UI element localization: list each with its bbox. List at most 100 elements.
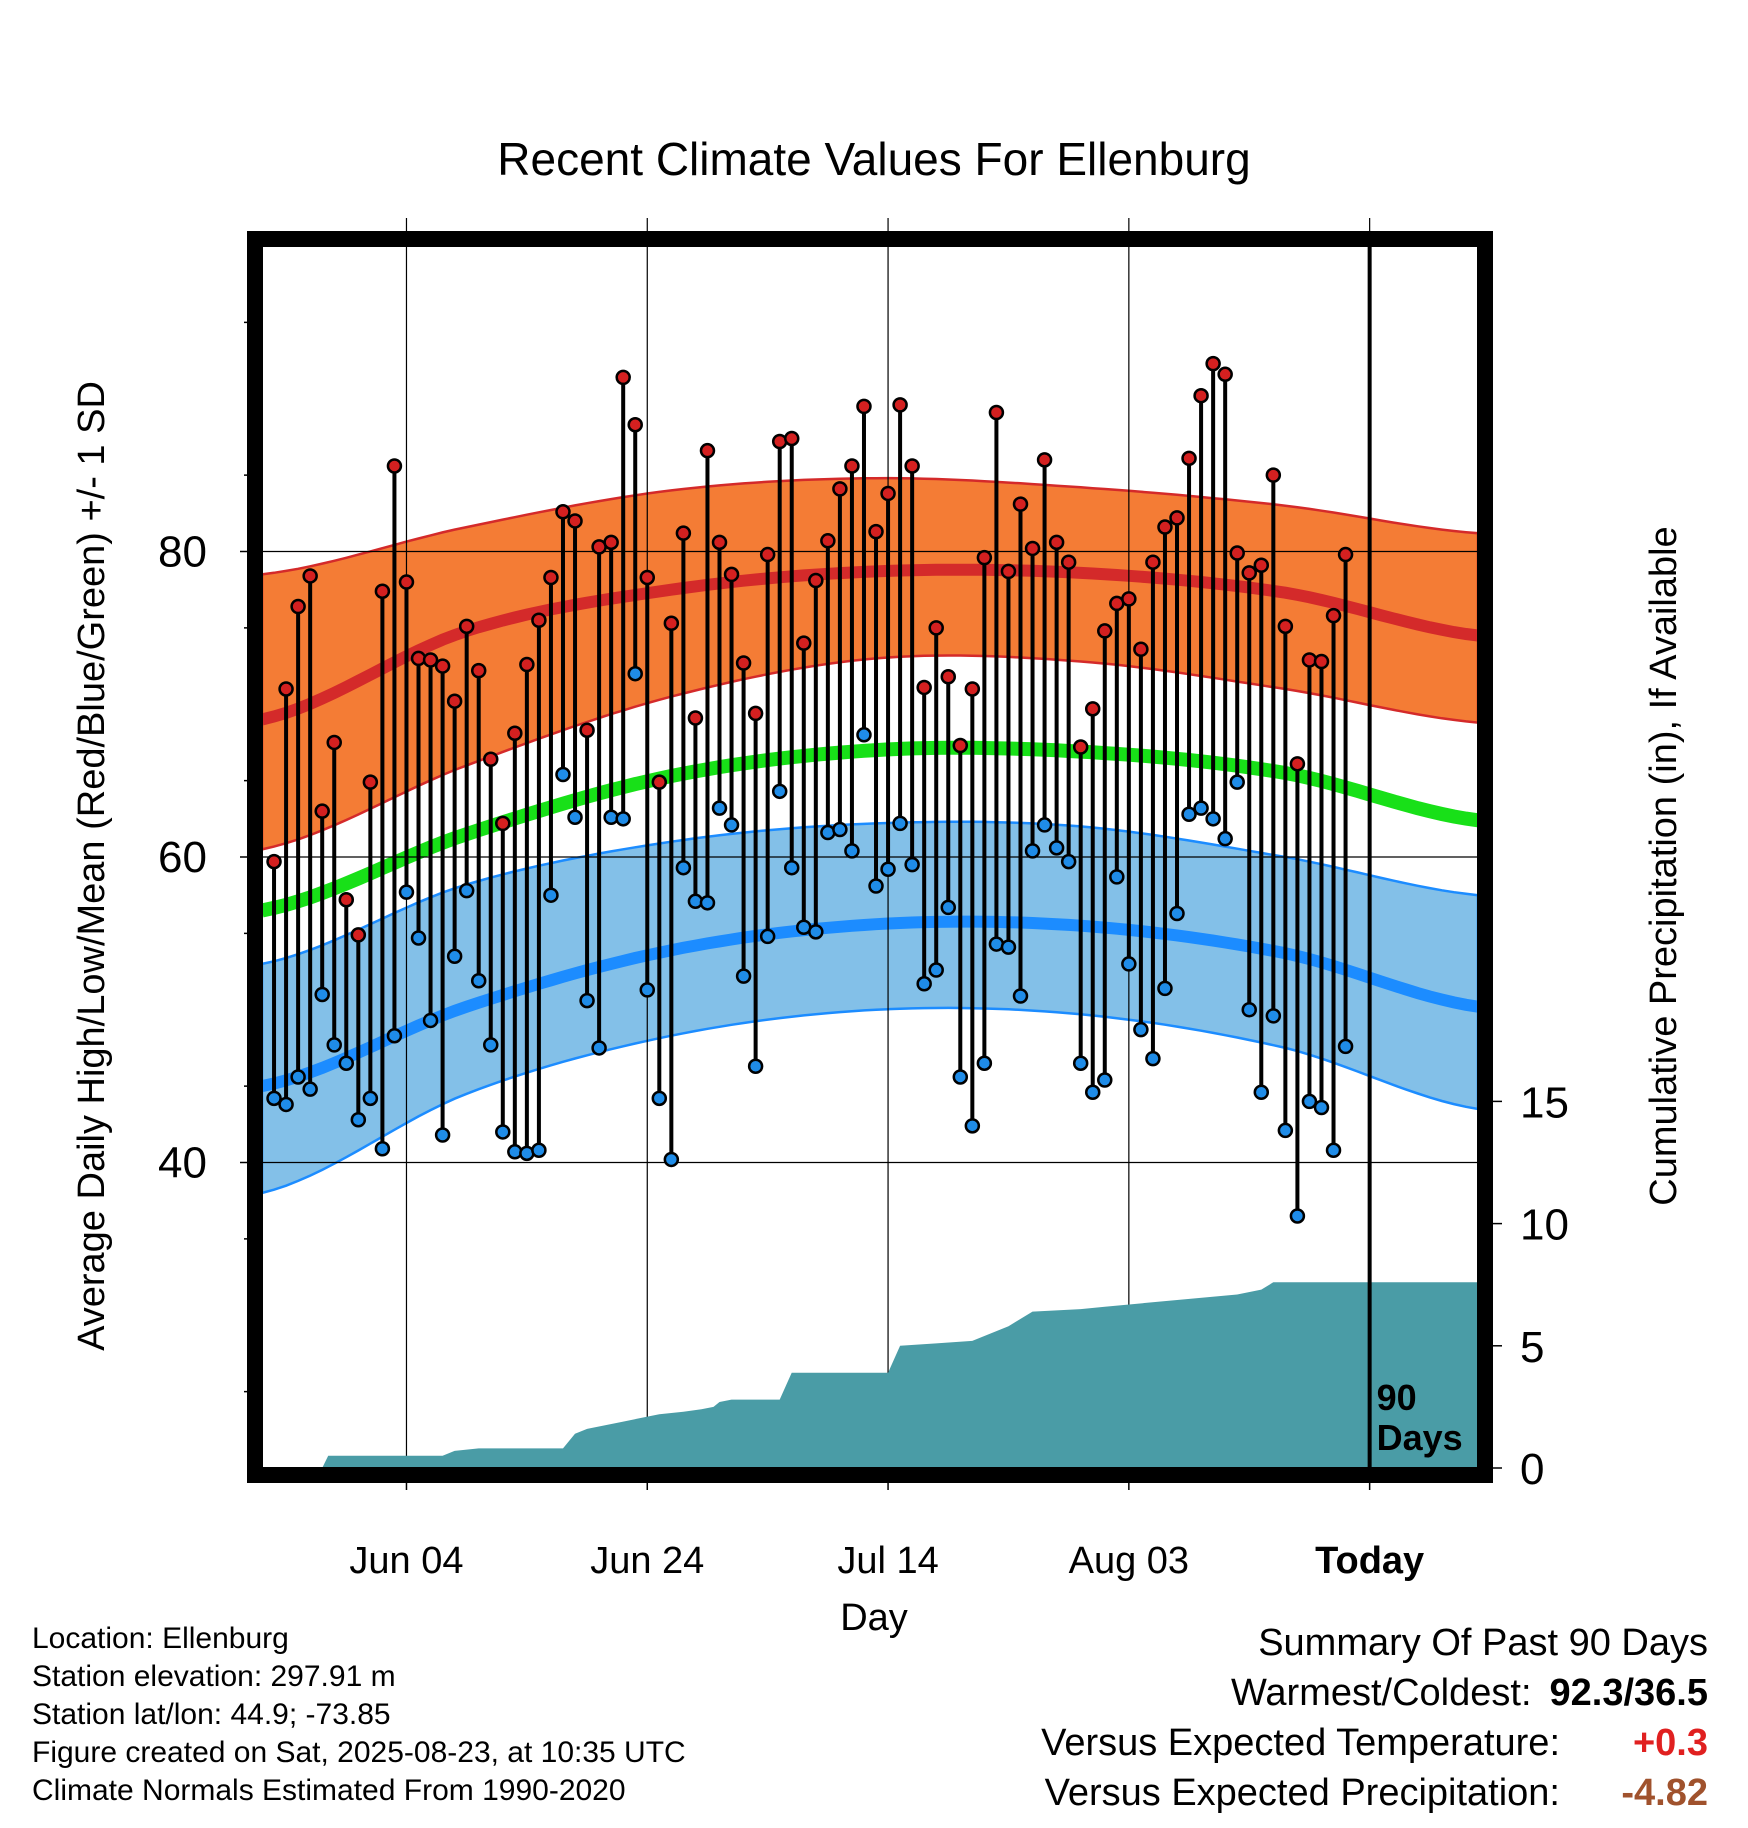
daily-high-point	[892, 397, 908, 413]
station-metadata: Location: Ellenburg Station elevation: 2…	[32, 1620, 686, 1810]
daily-low-point	[916, 976, 932, 992]
y2-axis-label: Cumulative Precipitation (in), If Availa…	[1643, 526, 1685, 1205]
daily-high-point	[916, 679, 932, 696]
y-tick-label: 40	[158, 1139, 207, 1188]
daily-high-point	[952, 737, 969, 754]
x-tick-label: Today	[1315, 1540, 1424, 1582]
daily-high-point	[1036, 452, 1053, 468]
daily-low-point	[1325, 1142, 1342, 1159]
daily-low-point	[326, 1037, 342, 1053]
daily-low-point	[314, 986, 330, 1003]
warm-cold-value: 92.3/36.5	[1549, 1672, 1708, 1714]
today-label: Days	[1377, 1417, 1463, 1458]
daily-low-point	[783, 859, 800, 876]
daily-low-point	[1048, 840, 1065, 856]
daily-low-point	[362, 1090, 379, 1107]
daily-high-point	[735, 655, 752, 671]
daily-low-point	[1205, 811, 1221, 827]
daily-high-point	[374, 583, 391, 599]
daily-high-point	[470, 662, 487, 679]
daily-high-point	[314, 803, 330, 819]
daily-high-point	[675, 525, 692, 541]
daily-low-point	[1121, 956, 1137, 972]
y-axis-label: Average Daily High/Low/Mean (Red/Blue/Gr…	[71, 381, 113, 1351]
daily-high-point	[326, 734, 342, 751]
daily-high-point	[1229, 545, 1245, 561]
y-tick-label: 60	[158, 833, 207, 882]
daily-low-point	[1229, 774, 1245, 790]
daily-high-point	[663, 615, 680, 632]
daily-low-point	[880, 861, 896, 877]
temp-departure-label: Versus Expected Temperature:	[1041, 1722, 1560, 1764]
daily-high-point	[362, 774, 379, 790]
y-tick-label: 80	[158, 528, 207, 577]
daily-high-point	[1048, 534, 1065, 551]
daily-high-point	[483, 751, 499, 767]
daily-high-point	[964, 681, 981, 697]
daily-high-point	[976, 549, 993, 566]
daily-high-point	[856, 398, 872, 415]
daily-high-point	[398, 574, 415, 590]
daily-low-point	[579, 992, 595, 1009]
daily-low-point	[747, 1058, 764, 1075]
daily-high-point	[1133, 641, 1149, 658]
daily-high-point	[1084, 701, 1101, 717]
daily-high-point	[1253, 557, 1270, 573]
daily-high-point	[1097, 623, 1113, 639]
daily-high-point	[531, 612, 547, 628]
daily-high-point	[1012, 496, 1029, 512]
daily-high-point	[1205, 355, 1221, 372]
daily-low-point	[591, 1040, 607, 1056]
daily-low-point	[808, 924, 824, 940]
daily-low-point	[1036, 817, 1053, 833]
daily-low-point	[639, 982, 656, 998]
daily-high-point	[579, 722, 595, 738]
daily-low-point	[844, 843, 860, 859]
daily-high-point	[1024, 540, 1041, 557]
x-tick-label: Jul 14	[837, 1540, 938, 1582]
daily-high-point	[266, 853, 282, 870]
daily-high-point	[1217, 366, 1233, 383]
x-tick-label: Jun 04	[349, 1540, 463, 1582]
y2-tick-label: 10	[1520, 1201, 1569, 1250]
daily-high-point	[338, 892, 355, 908]
daily-low-point	[1241, 1002, 1257, 1018]
daily-high-point	[1072, 739, 1089, 755]
daily-low-point	[868, 878, 884, 894]
daily-low-point	[543, 887, 559, 903]
daily-low-point	[386, 1027, 403, 1044]
daily-low-point	[555, 766, 571, 783]
daily-high-point	[988, 404, 1005, 421]
daily-high-point	[699, 442, 716, 459]
precip-departure-label: Versus Expected Precipitation:	[1044, 1772, 1560, 1814]
normals-text: Climate Normals Estimated From 1990-2020	[32, 1774, 626, 1807]
daily-high-point	[386, 458, 403, 474]
daily-high-point	[1277, 618, 1294, 635]
daily-low-point	[374, 1141, 391, 1157]
daily-high-point	[434, 658, 451, 674]
daily-low-point	[1301, 1093, 1318, 1110]
daily-high-point	[290, 598, 306, 615]
elevation-text: Station elevation: 297.91 m	[32, 1660, 396, 1693]
daily-high-point	[615, 369, 631, 386]
daily-high-point	[507, 725, 523, 742]
daily-high-point	[1193, 387, 1209, 404]
daily-high-point	[519, 656, 535, 673]
daily-low-point	[302, 1081, 318, 1097]
daily-low-point	[1072, 1055, 1089, 1071]
warm-cold-label: Warmest/Coldest:	[1230, 1672, 1532, 1714]
daily-low-point	[663, 1151, 680, 1168]
today-label: 90	[1377, 1377, 1417, 1418]
daily-low-point	[735, 968, 752, 984]
daily-high-point	[844, 458, 860, 474]
daily-high-point	[555, 504, 571, 520]
daily-high-point	[651, 774, 668, 790]
daily-low-point	[410, 930, 427, 946]
daily-low-point	[771, 783, 788, 800]
x-tick-label: Aug 03	[1069, 1540, 1189, 1582]
daily-low-point	[1012, 988, 1029, 1004]
daily-low-point	[711, 800, 728, 816]
daily-high-point	[1121, 591, 1137, 607]
daily-low-point	[1193, 800, 1209, 816]
